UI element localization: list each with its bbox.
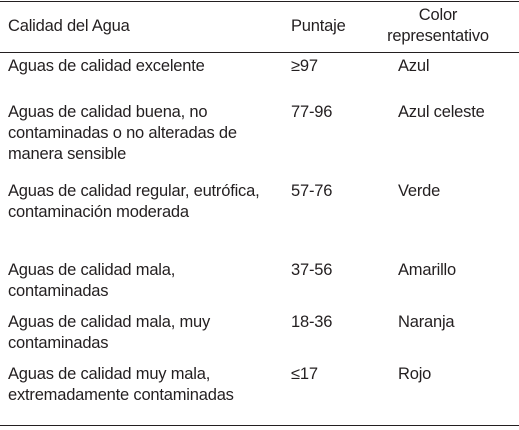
row-score: 37-56: [291, 261, 333, 279]
row-color: Verde: [398, 182, 441, 200]
row-quality: Aguas de calidad mala, contaminadas: [8, 261, 176, 300]
row-color: Azul: [398, 57, 430, 75]
row-quality: Aguas de calidad muy mala, extremadament…: [8, 365, 234, 404]
row-color: Rojo: [398, 365, 432, 383]
header-rule: [0, 52, 519, 53]
header-color: Color representativo: [387, 6, 489, 45]
row-color: Azul celeste: [398, 103, 485, 121]
row-score: 77-96: [291, 103, 333, 121]
row-quality: Aguas de calidad mala, muy contaminadas: [8, 313, 211, 352]
header-quality: Calidad del Agua: [8, 17, 130, 35]
row-score: ≥97: [291, 57, 318, 75]
table-bottom-rule: [0, 425, 519, 426]
row-score: 57-76: [291, 182, 333, 200]
row-quality: Aguas de calidad buena, no contaminadas …: [8, 103, 237, 163]
row-quality: Aguas de calidad excelente: [8, 57, 205, 75]
row-score: ≤17: [291, 365, 318, 383]
header-score: Puntaje: [291, 17, 346, 35]
row-color: Naranja: [398, 313, 455, 331]
row-score: 18-36: [291, 313, 333, 331]
table-top-rule: [0, 1, 519, 2]
row-quality: Aguas de calidad regular, eutrófica, con…: [8, 182, 260, 221]
row-color: Amarillo: [398, 261, 456, 279]
